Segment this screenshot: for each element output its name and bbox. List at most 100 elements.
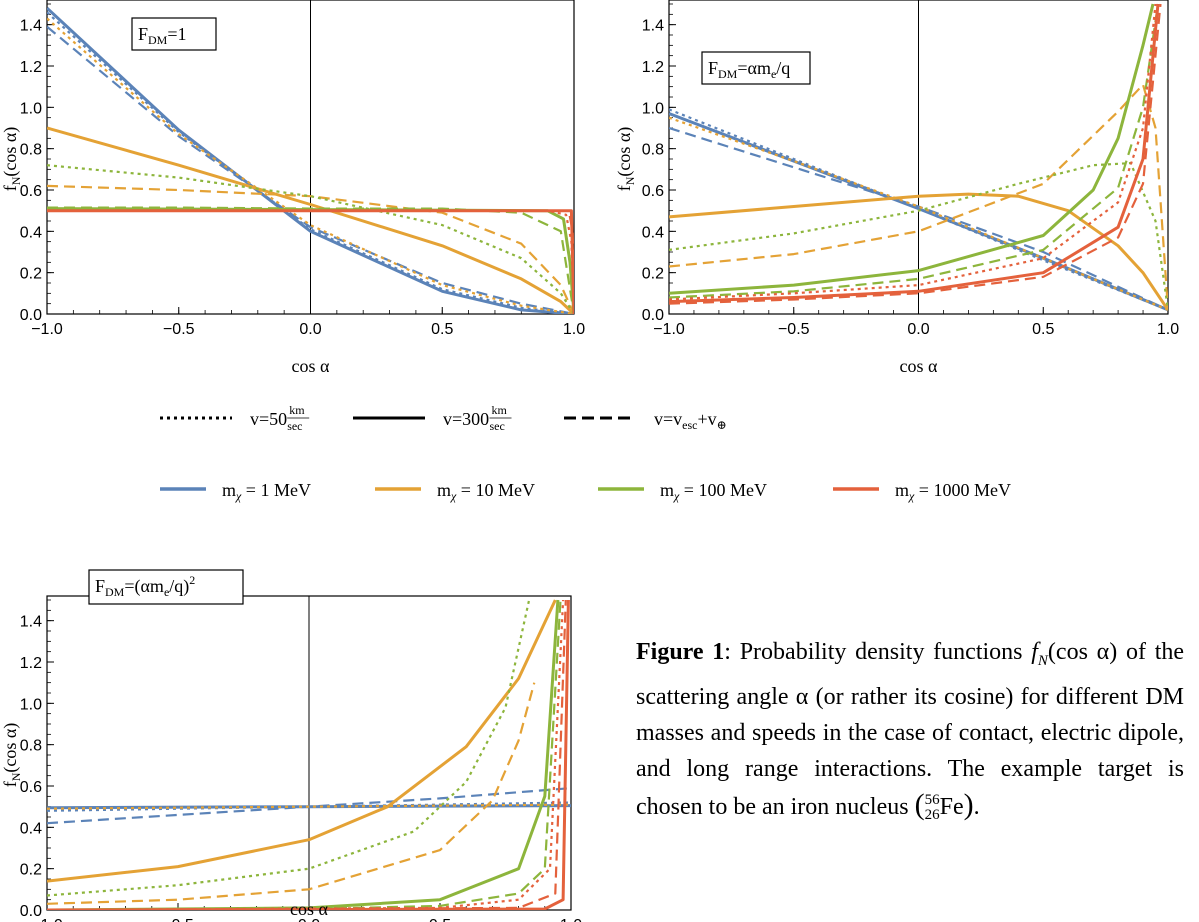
series-line-solid xyxy=(669,3,1155,295)
y-tick-label: 0.6 xyxy=(20,183,42,200)
caption-math-f: f xyxy=(1031,639,1038,665)
series-line-solid xyxy=(47,209,574,314)
caption-text-c: . xyxy=(973,793,980,820)
y-tick-label: 0.6 xyxy=(642,183,664,200)
series-group xyxy=(47,599,571,910)
series-line-dotted xyxy=(47,11,574,314)
x-tick-label: −0.5 xyxy=(162,917,194,922)
figure-caption: Figure 1: Probability density functions … xyxy=(636,639,1185,824)
panel-label: FDM=1 xyxy=(138,24,187,47)
x-tick-label: 1.0 xyxy=(560,917,582,922)
series-line-dashed xyxy=(47,599,567,910)
x-tick-label: −1.0 xyxy=(653,321,685,338)
legend-unit-den: sec xyxy=(287,419,302,433)
y-tick-label: 1.2 xyxy=(20,655,42,672)
chart-panel-2: −1.0 −0.5 0.0 0.5 1.0 0.0 0.2 0.4 0.6 0.8 1.0 1.2 1.… xyxy=(614,0,1179,376)
x-tick-label: 0.0 xyxy=(907,321,929,338)
panel-label-box xyxy=(88,569,244,605)
y-tick-label: 0.4 xyxy=(20,820,42,837)
y-tick-label: 1.2 xyxy=(642,59,664,76)
series-line-dotted xyxy=(47,599,565,910)
y-tick-label: 1.0 xyxy=(20,696,42,713)
y-axis-label: fN(cos α) xyxy=(614,127,637,192)
series-line-dashed xyxy=(47,682,536,905)
x-tick-label: −1.0 xyxy=(31,917,63,922)
caption-iso-el: Fe xyxy=(939,793,964,820)
legend-speed-label: v=300 xyxy=(443,409,489,429)
series-line-dotted xyxy=(669,108,1168,311)
x-axis-label: cos α xyxy=(290,899,328,919)
series-line-solid xyxy=(47,599,570,910)
caption-text-b: of the scattering angle α (or rather its… xyxy=(636,639,1185,820)
legend-mass-label: mχ = 1000 MeV xyxy=(895,480,1011,503)
series-line-dashed xyxy=(669,3,1160,299)
y-axis-label: fN(cos α) xyxy=(0,127,23,192)
y-tick-label: 0.8 xyxy=(642,142,664,159)
panel-label-box xyxy=(701,51,811,85)
y-tick-label: 1.4 xyxy=(20,18,42,35)
y-tick-label: 1.2 xyxy=(20,59,42,76)
y-tick-label: 0.6 xyxy=(20,779,42,796)
y-tick-label: 0.2 xyxy=(20,266,42,283)
caption-colon: : xyxy=(724,639,731,665)
y-tick-label: 0.8 xyxy=(20,142,42,159)
series-group xyxy=(669,3,1168,312)
series-line-dashed xyxy=(47,599,562,910)
y-tick-label: 1.4 xyxy=(642,18,664,35)
series-line-dotted xyxy=(47,209,574,314)
legend-speed-label: v=50 xyxy=(250,409,287,429)
legend-unit-den: sec xyxy=(490,419,505,433)
series-group xyxy=(47,6,574,314)
series-line-solid xyxy=(47,6,574,314)
legend-speed-label: v=vesc+v⊕ xyxy=(654,409,727,432)
y-tick-label: 0.8 xyxy=(20,738,42,755)
series-line-dashed xyxy=(669,3,1162,305)
y-tick-label: 0.4 xyxy=(642,224,664,241)
series-line-dotted xyxy=(47,164,574,314)
x-tick-label: −0.5 xyxy=(163,321,195,338)
y-axis-label: fN(cos α) xyxy=(0,723,23,788)
legend-unit-num: km xyxy=(289,403,305,417)
x-axis-label: cos α xyxy=(900,356,938,376)
series-line-dashed xyxy=(669,83,1168,310)
x-axis-label: cos α xyxy=(292,356,330,376)
series-line-dotted xyxy=(47,17,574,314)
caption-math-arg: (cos α) xyxy=(1047,639,1118,665)
series-line-solid xyxy=(669,3,1160,304)
y-tick-label: 0.0 xyxy=(20,903,42,920)
caption-label: Figure 1 xyxy=(636,639,725,665)
chart-panel-3: −1.0 −0.5 0.0 0.5 1.0 0.0 0.2 0.4 0.6 0.8 1.0 1.2 1.… xyxy=(0,569,582,922)
x-tick-label: 0.0 xyxy=(298,917,320,922)
x-tick-label: −0.5 xyxy=(778,321,810,338)
series-line-dashed xyxy=(669,126,1168,311)
x-tick-label: −1.0 xyxy=(31,321,63,338)
legend-masses: mχ = 1 MeV mχ = 10 MeV mχ = 100 MeV mχ = 10… xyxy=(160,480,1011,503)
x-tick-label: 0.5 xyxy=(429,917,451,922)
series-line-solid xyxy=(47,599,557,883)
y-tick-label: 0.0 xyxy=(642,307,664,324)
y-tick-label: 0.2 xyxy=(20,862,42,879)
caption-text-a: Probability density functions xyxy=(730,639,1032,665)
y-tick-label: 0.4 xyxy=(20,224,42,241)
series-line-dashed xyxy=(47,184,574,314)
y-tick-label: 0.2 xyxy=(642,266,664,283)
legend-mass-label: mχ = 1 MeV xyxy=(222,480,311,503)
series-line-solid xyxy=(669,192,1168,311)
caption-iso-z: 26 xyxy=(924,807,940,824)
series-line-dotted xyxy=(669,162,1168,311)
x-tick-label: 1.0 xyxy=(563,321,585,338)
legend-mass-label: mχ = 10 MeV xyxy=(437,480,535,503)
y-tick-label: 0.0 xyxy=(20,307,42,324)
panel-label: FDM=αme/q xyxy=(708,58,790,81)
chart-panel-1: −1.0 −0.5 0.0 0.5 1.0 0.0 0.2 0.4 0.6 0.8 1.0 1.2 1.… xyxy=(0,0,585,376)
y-tick-label: 1.4 xyxy=(20,614,42,631)
legend-unit-num: km xyxy=(492,403,508,417)
x-tick-label: 0.5 xyxy=(431,321,453,338)
series-line-dashed xyxy=(47,25,574,314)
x-tick-label: 0.5 xyxy=(1032,321,1054,338)
legend-mass-label: mχ = 100 MeV xyxy=(660,480,767,503)
panel-label-box xyxy=(131,17,217,51)
x-tick-label: 1.0 xyxy=(1157,321,1179,338)
